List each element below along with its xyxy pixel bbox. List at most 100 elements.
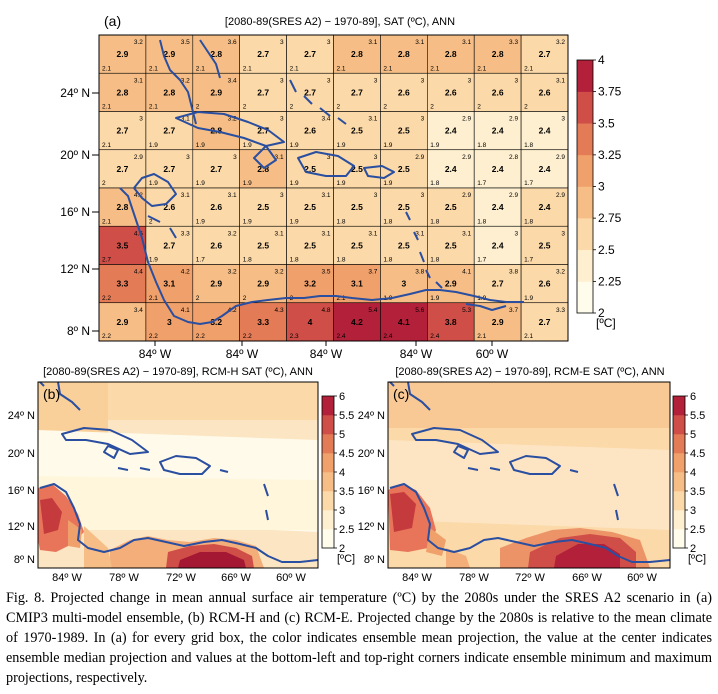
cell-min-label: 1.8 [477, 218, 486, 225]
cell-median-label: 2.5 [257, 202, 269, 212]
panel-a-coastline [119, 39, 524, 325]
cell-median-label: 2.7 [163, 126, 175, 136]
panel-b-ytick-0: 24º N [8, 410, 35, 422]
cell-min-label: 1.8 [430, 180, 439, 187]
cell-max-label: 3.1 [275, 154, 284, 161]
cell-max-label: 4.5 [134, 230, 143, 237]
cell-min-label: 2.1 [243, 65, 252, 72]
colorbar-swatch [322, 434, 334, 454]
panel-c-ytick-3: 12º N [358, 521, 385, 533]
cell-min-label: 1.7 [524, 180, 533, 187]
colorbar-swatch [673, 529, 685, 549]
cell-min-label: 2 [243, 104, 247, 111]
cell-max-label: 3.1 [181, 192, 190, 199]
cell-median-label: 2.5 [351, 240, 363, 250]
cell-median-label: 3 [401, 279, 406, 289]
panel-c-coastline [388, 382, 670, 563]
colorbar-tick-label: 2.5 [339, 524, 354, 536]
cell-min-label: 1.9 [430, 295, 439, 302]
colorbar-swatch [673, 453, 685, 473]
cell-max-label: 3.1 [556, 77, 565, 84]
cell-max-label: 2.9 [556, 192, 565, 199]
cell-min-label: 2 [430, 104, 434, 111]
cell-min-label: 2.1 [149, 65, 158, 72]
colorbar-tick-label: 5 [339, 429, 345, 441]
cell-min-label: 2.1 [477, 65, 486, 72]
grid-cell [520, 264, 569, 304]
cell-max-label: 3.8 [509, 269, 518, 276]
cell-median-label: 2.6 [492, 87, 504, 97]
cell-median-label: 2.7 [117, 164, 129, 174]
cell-max-label: 2.9 [509, 192, 518, 199]
cell-max-label: 2.8 [509, 154, 518, 161]
colorbar-tick-label: 2.5 [598, 243, 615, 257]
panel-c-x-axis: 84º W 78º W 72º W 66º W 60º W [402, 572, 657, 584]
cell-min-label: 1.8 [430, 257, 439, 264]
grid-cell [286, 302, 334, 342]
colorbar-tick-label: 4.5 [690, 448, 705, 460]
grid-cell [333, 302, 381, 342]
colorbar-tick-label: 3 [339, 505, 345, 517]
cell-min-label: 2 [243, 295, 247, 302]
cell-median-label: 4 [308, 317, 313, 327]
panel-c-xtick-1: 78º W [459, 572, 489, 584]
panel-b-coastline [38, 382, 318, 563]
cell-median-label: 4.2 [351, 317, 363, 327]
cell-max-label: 4.2 [134, 192, 143, 199]
grid-cell [145, 111, 194, 151]
cell-min-label: 2 [337, 104, 341, 111]
grid-cell [145, 149, 194, 189]
cell-min-label: 2.1 [524, 65, 533, 72]
colorbar-swatch [673, 415, 685, 435]
panel-a: [2080-89(SRES A2) − 1970-89], SAT (ºC), … [60, 13, 621, 361]
cell-max-label: 4.3 [275, 307, 284, 314]
cell-max-label: 3.1 [134, 77, 143, 84]
colorbar-tick-label: 3.5 [598, 116, 615, 130]
cell-median-label: 2.8 [445, 49, 457, 59]
grid-cell [239, 225, 287, 265]
cell-min-label: 1.8 [524, 142, 533, 149]
cell-median-label: 2.5 [304, 202, 316, 212]
colorbar-tick-label: 3 [598, 180, 605, 194]
cell-median-label: 2.5 [539, 240, 551, 250]
cell-min-label: 2 [383, 104, 387, 111]
cell-median-label: 2.8 [117, 202, 129, 212]
cell-min-label: 1.9 [196, 142, 205, 149]
cell-max-label: 3 [468, 77, 472, 84]
panel-a-y-axis: 24º N 20º N 16º N 12º N 8º N [60, 86, 99, 338]
cell-max-label: 3.3 [181, 230, 190, 237]
cell-max-label: 3.1 [415, 39, 424, 46]
cell-max-label: 5.3 [462, 307, 471, 314]
panel-b-label: (b) [43, 386, 60, 402]
cell-median-label: 2.9 [117, 317, 129, 327]
grid-cell [473, 34, 522, 74]
cell-min-label: 1.9 [196, 218, 205, 225]
cell-max-label: 3 [186, 154, 190, 161]
grid-cell [239, 187, 287, 227]
cell-max-label: 3.1 [368, 116, 377, 123]
cell-min-label: 1.8 [524, 218, 533, 225]
panel-a-colorbar: 4 3.75 3.5 3.25 3 2.75 2.5 2.25 2[ºC] [576, 53, 622, 330]
colorbar-swatch [577, 60, 593, 92]
panel-a-xtick-4: 60º W [476, 347, 509, 361]
cell-max-label: 3.4 [228, 77, 237, 84]
grid-cell [426, 187, 475, 227]
grid-cell [333, 72, 381, 112]
grid-cell [98, 264, 147, 304]
cell-median-label: 2.7 [257, 126, 269, 136]
cell-max-label: 3 [374, 192, 378, 199]
colorbar-swatch [577, 154, 593, 187]
panel-a-xtick-0: 84º W [139, 347, 172, 361]
colorbar-tick-label: 3.25 [598, 148, 622, 162]
cell-min-label: 2.2 [149, 333, 158, 340]
colorbar-tick-label: 4.5 [339, 448, 354, 460]
cell-max-label: 3 [327, 77, 331, 84]
cell-max-label: 4.8 [321, 307, 330, 314]
grid-cell [192, 264, 241, 304]
cell-min-label: 2 [477, 104, 481, 111]
colorbar-tick-label: 6 [690, 391, 696, 403]
cell-min-label: 2.1 [430, 65, 439, 72]
cell-median-label: 2.4 [445, 126, 457, 136]
cell-median-label: 2.6 [539, 87, 551, 97]
cell-median-label: 2.4 [539, 202, 551, 212]
